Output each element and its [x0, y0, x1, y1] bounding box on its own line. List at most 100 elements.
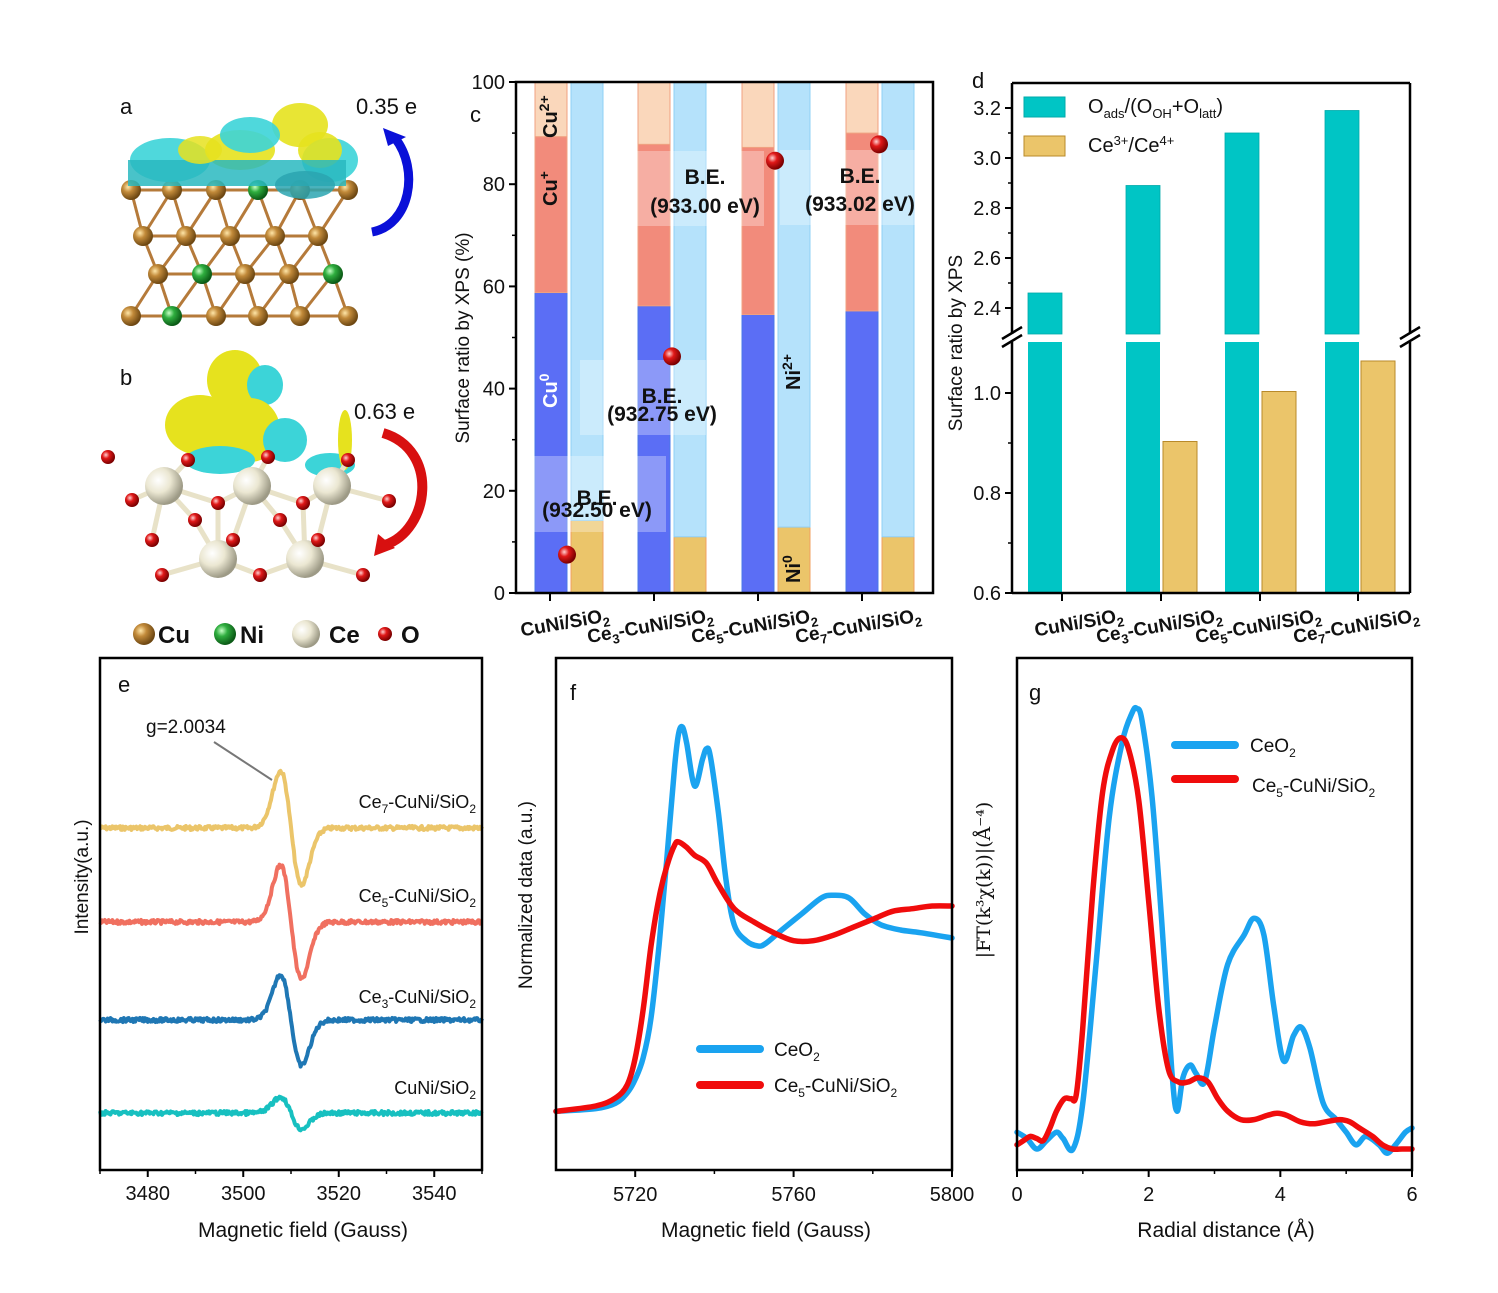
g-x-tick-label: 2 — [1143, 1184, 1154, 1206]
legend-ce: Ce — [329, 622, 360, 649]
c-label-ni0: Ni0 — [779, 555, 805, 583]
f-plot-area: 5720 5760 5800 — [553, 656, 974, 1206]
o-atom — [155, 568, 169, 582]
d-y-axis-label: Surface ratio by XPS — [946, 255, 967, 431]
legend-cu: Cu — [158, 622, 190, 649]
d-y-tick-label: 1.0 — [973, 383, 1001, 405]
o-atom — [311, 533, 325, 547]
sub2: 2 — [469, 802, 476, 816]
ni-atom — [162, 306, 182, 326]
d-bar-oads-upper-1 — [1125, 185, 1161, 335]
cu-atom — [235, 264, 255, 284]
d-bar-oads-upper-0 — [1027, 292, 1063, 335]
d-y-tick-label: 3.0 — [973, 148, 1001, 170]
c-be-box-0 — [516, 456, 666, 532]
c-bar-cup-1 — [637, 143, 671, 307]
c-bar-ni2p-1 — [673, 81, 707, 538]
c-be-label-4: B.E. — [840, 165, 881, 188]
sub: 2 — [810, 614, 820, 630]
charge-cloud-b — [165, 350, 355, 477]
ce-atom — [313, 467, 351, 505]
cu-atom — [248, 306, 268, 326]
charge-value-b: 0.63 e — [354, 399, 415, 424]
c-bars — [534, 81, 915, 594]
ni-atom — [192, 264, 212, 284]
atom-legend: Cu Ni Ce O — [133, 620, 420, 649]
arrow-head-a — [383, 128, 406, 146]
e-g-value-annotation: g=2.0034 — [146, 717, 226, 738]
c-y-tick-label: 80 — [483, 174, 505, 196]
c-y-tick-label: 40 — [483, 379, 505, 401]
c-be-value-2: (932.75 eV) — [607, 403, 717, 426]
c-bar-cu2p-0 — [534, 81, 568, 138]
g-legend-label-ceo2: CeO2 — [1250, 736, 1296, 760]
d-bar-oads-lower-2 — [1225, 342, 1259, 593]
ceo2-lattice-structure — [101, 450, 396, 582]
prefix-sub: 7 — [1317, 631, 1327, 647]
rest: -CuNi/SiO — [388, 792, 469, 812]
e-x-tick-label: 3540 — [412, 1183, 457, 1205]
ce-atom-icon — [292, 620, 320, 648]
d-y-tick-label: 3.2 — [973, 98, 1001, 120]
c-be-point-2 — [766, 151, 784, 170]
lbl: Ce — [359, 987, 382, 1007]
main: -CuNi/SiO — [825, 606, 916, 642]
c-label-ni2: Ni2+ — [779, 354, 805, 390]
sub: 2 — [1412, 614, 1422, 630]
charge-transfer-arrow-b — [381, 428, 428, 550]
prefix-sub: 3 — [611, 631, 621, 647]
ce-atom — [286, 540, 324, 578]
cu-atom — [121, 306, 141, 326]
d-bar-ce-1 — [1162, 441, 1198, 594]
c-label-cu1: Cu+ — [536, 171, 562, 206]
sub: 2 — [1116, 614, 1126, 630]
panel-label-g: g — [1029, 680, 1041, 705]
e-series-label-2: Ce3-CuNi/SiO2 — [359, 987, 477, 1011]
panel-label-c: c — [470, 102, 481, 127]
prefix: Ce — [690, 623, 718, 648]
charge-transfer-arrow-a — [370, 135, 414, 237]
d-y-tick-label: 2.8 — [973, 198, 1001, 220]
d-legend-label-oads: Oads/(OOH+Olatt) — [1088, 96, 1223, 121]
f-series-line-1 — [553, 838, 955, 1115]
prefix: Ce — [586, 623, 614, 648]
cu-atom — [290, 306, 310, 326]
d-bars — [1027, 110, 1396, 594]
d-bar-ce-3 — [1360, 360, 1396, 594]
d-bar-oads-upper-3 — [1324, 110, 1360, 335]
o-atom-icon — [378, 627, 392, 641]
e-series-label-1: Ce5-CuNi/SiO2 — [359, 886, 477, 910]
c-bar-ni0-3 — [881, 536, 915, 594]
panel-label-f: f — [570, 680, 577, 705]
sub: 2 — [914, 614, 924, 630]
sub: 2 — [1215, 614, 1225, 630]
d-legend: Oads/(OOH+Olatt) Ce3+/Ce4+ — [1023, 96, 1223, 157]
o-atom — [226, 533, 240, 547]
c-be-point-3 — [870, 135, 888, 154]
d-legend-swatch-ce — [1023, 135, 1066, 157]
prefix: Ce — [1194, 623, 1222, 648]
c-bar-cup-3 — [845, 132, 879, 312]
ni-atom — [323, 264, 343, 284]
sub2: 2 — [469, 997, 476, 1011]
c-bar-ni2p-3 — [881, 81, 915, 538]
panel-d-oxygen-cerium-ratio: 0.6 0.8 1.0 2.4 2.6 2.8 3.0 3.2 d Surface ratio… — [946, 68, 1422, 648]
rest: -CuNi/SiO — [388, 886, 469, 906]
c-be-box-1 — [580, 360, 706, 435]
prefix-sub: 7 — [819, 631, 829, 647]
f-series-line-0 — [553, 723, 955, 1115]
c-be-highlight-boxes — [516, 150, 934, 532]
prefix: Ce — [1095, 623, 1123, 648]
c-bar-ni0-1 — [673, 536, 707, 594]
g-plot-area: 0 2 4 6 — [1011, 656, 1418, 1206]
c-be-label-1: B.E. — [577, 487, 618, 510]
legend-ni: Ni — [240, 622, 264, 649]
d-break-mark — [1001, 333, 1023, 349]
d-bar-oads-lower-0 — [1028, 342, 1062, 593]
ce-atom — [199, 540, 237, 578]
f-legend-label-ce5: Ce5-CuNi/SiO2 — [774, 1076, 898, 1100]
panel-f-xanes: 5720 5760 5800 f Normalized data (a.u.) Ma… — [516, 656, 974, 1242]
g-x-tick-label: 4 — [1275, 1184, 1286, 1206]
sub: 2 — [706, 614, 716, 630]
d-y-tick-label: 0.6 — [973, 583, 1001, 605]
